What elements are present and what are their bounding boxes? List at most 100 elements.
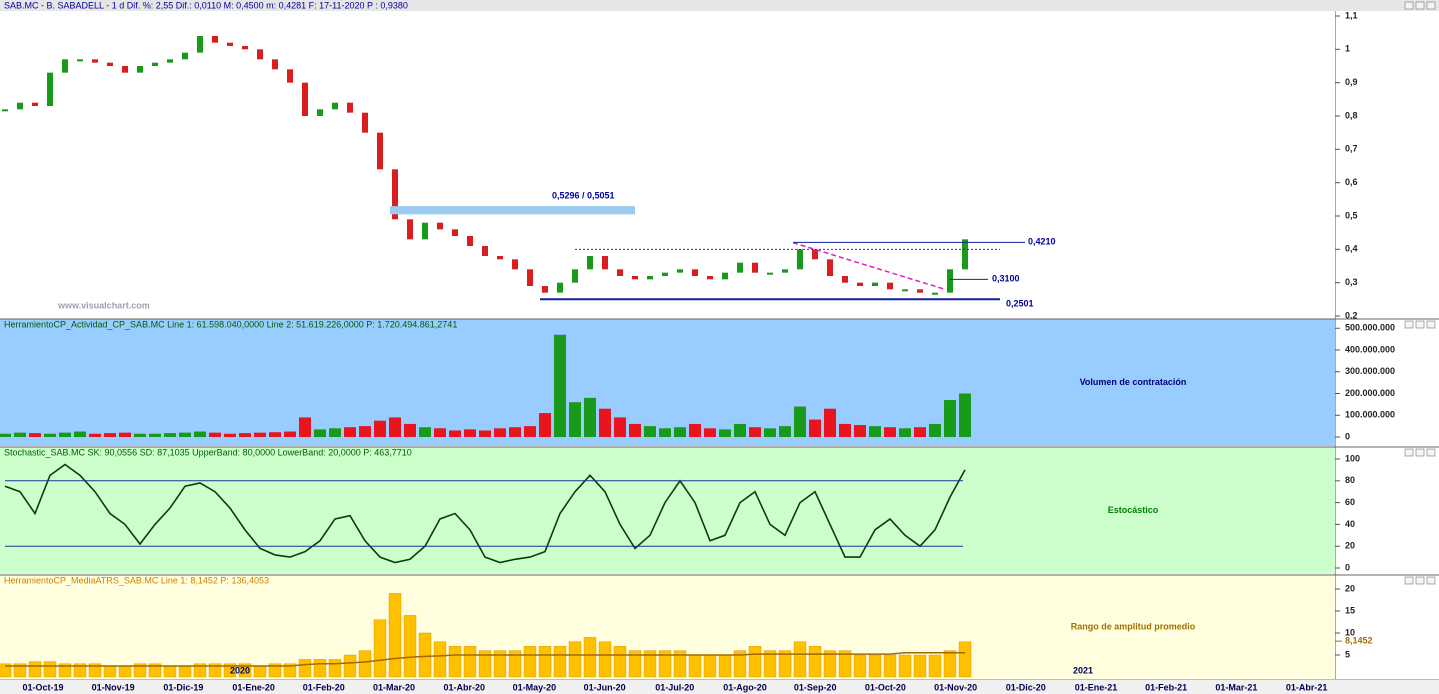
bar [659,428,671,437]
candle [347,102,353,113]
x-tick-label: 01-Sep-20 [794,682,837,692]
y-tick-label: 200.000.000 [1345,388,1395,398]
window-button [1426,576,1436,585]
candle [122,66,128,73]
bar [359,426,371,437]
window-button [1404,576,1414,585]
bar [914,427,926,437]
y-tick-label: 0,3 [1345,277,1358,287]
bar [868,654,882,678]
candle [47,72,53,106]
y-tick-label: 1,1 [1345,10,1358,20]
bar [764,428,776,437]
year-label: 2021 [1073,665,1093,675]
bar [583,637,597,678]
bar [14,432,26,437]
x-tick-label: 01-Jul-20 [655,682,694,692]
level-label: 0,3100 [992,274,1020,284]
panel-axis [1336,575,1439,679]
bar [629,423,641,437]
x-tick-label: 01-Feb-21 [1145,682,1187,692]
candle [857,282,863,286]
candle [722,272,728,280]
bar [163,665,177,678]
bar [373,619,387,678]
bar [59,432,71,437]
candle [302,82,308,116]
bar [418,632,432,678]
bar [538,646,552,678]
bar [794,406,806,437]
bar [358,650,372,678]
bar [253,665,267,678]
bar [434,428,446,437]
window-button [1404,320,1414,329]
window-button [1426,1,1436,10]
candle [737,262,743,273]
bar [148,663,162,678]
panel-axis [1336,447,1439,574]
bar [74,431,86,437]
panel [0,447,1335,574]
candle [932,292,938,295]
candle [917,289,923,293]
x-tick-label: 01-Ene-21 [1075,682,1118,692]
candle [692,269,698,276]
y-tick-label: 60 [1345,497,1355,507]
candle [137,66,143,73]
candle [677,269,683,273]
bar [943,650,957,678]
bar [508,650,522,678]
y-tick-label: 0,7 [1345,144,1358,154]
bar [674,427,686,437]
candle [362,112,368,133]
candle [317,109,323,116]
candle [782,269,788,273]
x-tick-label: 01-May-20 [513,682,557,692]
bar [554,334,566,437]
bar [419,427,431,437]
window-button [1426,448,1436,457]
bar [239,433,251,437]
panel-axis [1336,11,1439,318]
level-label: 0,2501 [1006,299,1034,309]
panel-header: SAB.MC - B. SABADELL - 1 d Dif. %: 2,55 … [4,0,408,10]
candle [2,109,8,112]
window-button [1415,448,1425,457]
bar [944,400,956,437]
bar [314,429,326,437]
candle [272,59,278,70]
level-label: 0,4210 [1028,237,1056,247]
bar [448,646,462,678]
panel-title: Estocástico [1108,505,1159,515]
bar [733,650,747,678]
x-tick-label: 01-Dic-19 [163,682,203,692]
bar [883,654,897,678]
bar [959,393,971,437]
y-tick-label: 40 [1345,519,1355,529]
bar [43,661,57,678]
panel [0,11,1335,318]
bar [568,641,582,678]
window-button [1404,448,1414,457]
candle [17,102,23,110]
bar [599,408,611,437]
candle [287,69,293,83]
candle [77,59,83,62]
bar [479,430,491,437]
candle [167,59,173,63]
bar [718,654,732,678]
candle [407,219,413,240]
bar [688,654,702,678]
candle [887,282,893,290]
bar [913,654,927,678]
candle [962,239,968,270]
bar [223,663,237,678]
bar [958,641,972,678]
candle [257,49,263,60]
bar [269,432,281,437]
x-tick-label: 01-Oct-19 [22,682,63,692]
window-button [1426,320,1436,329]
candle [902,289,908,292]
bar [329,428,341,437]
